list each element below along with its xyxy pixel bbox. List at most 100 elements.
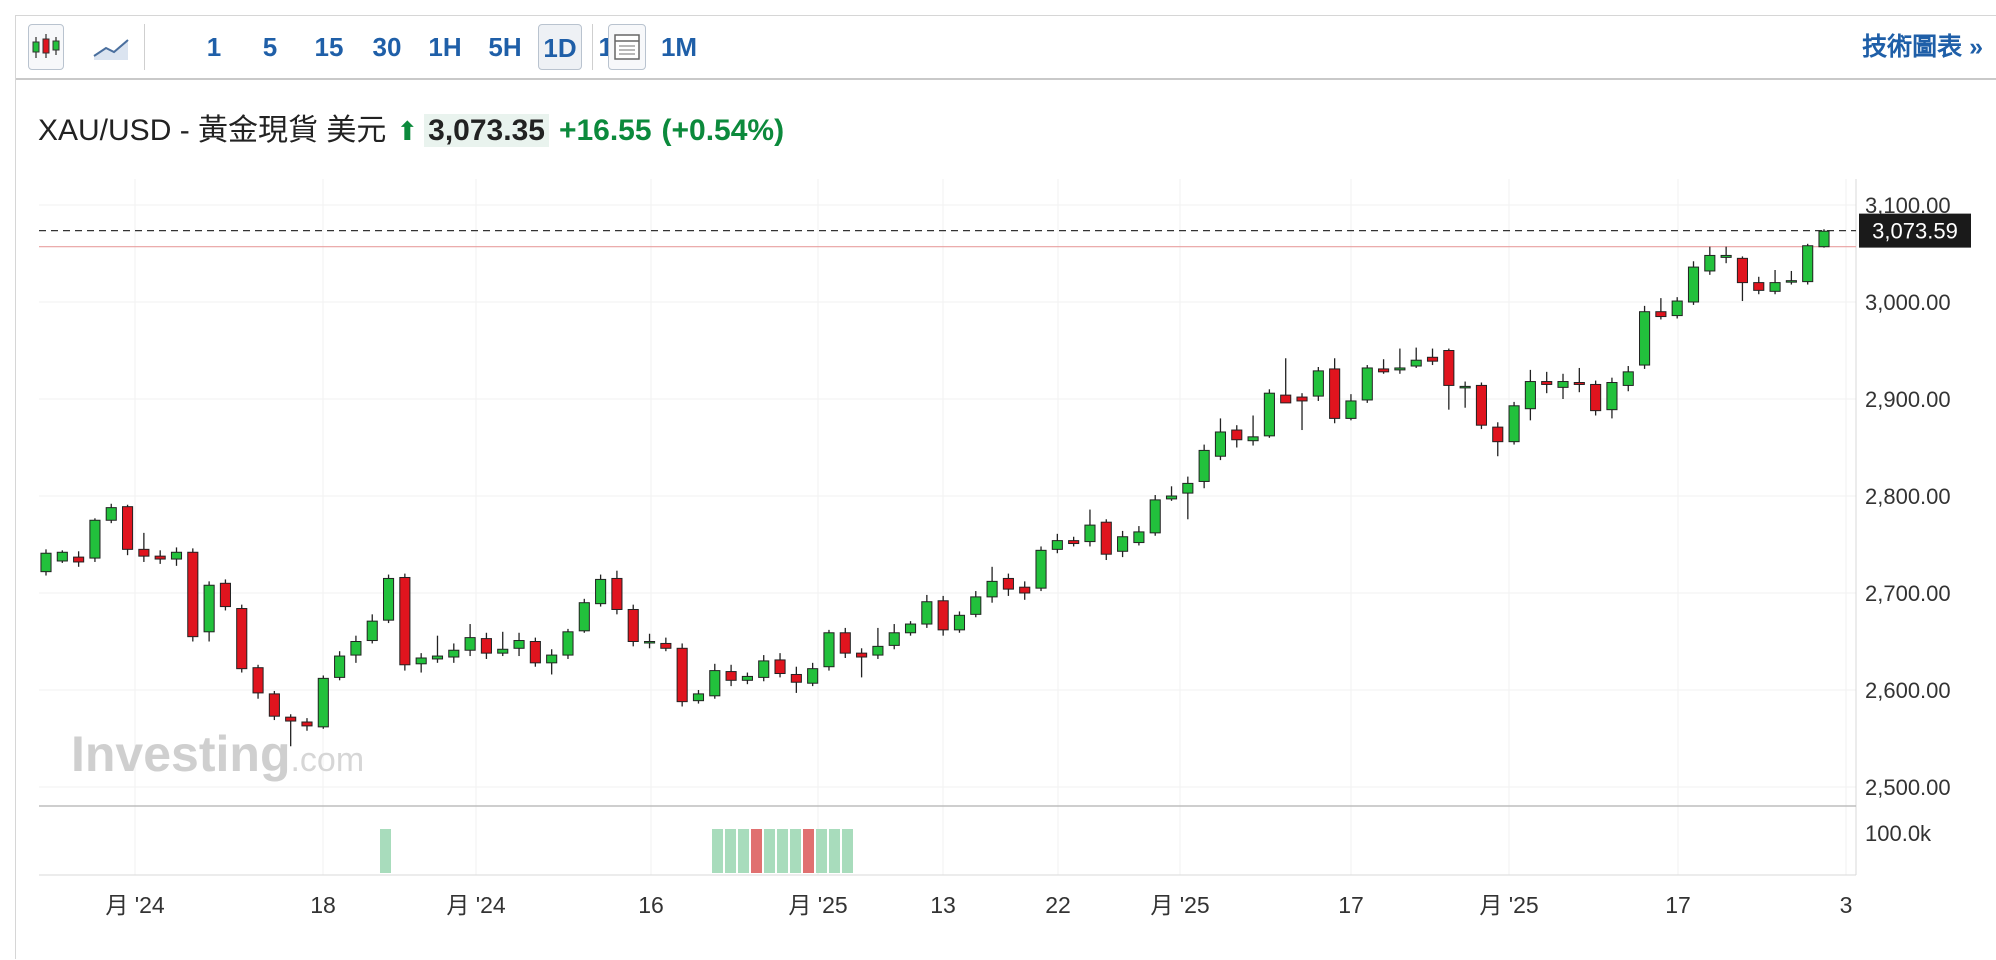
- candle-body[interactable]: [1312, 370, 1324, 397]
- candle-body[interactable]: [464, 637, 476, 651]
- candle-body[interactable]: [1068, 540, 1080, 545]
- candle-body[interactable]: [350, 641, 362, 656]
- candle-body[interactable]: [366, 620, 378, 642]
- candle-body[interactable]: [1002, 577, 1014, 590]
- candle-body[interactable]: [1231, 429, 1243, 441]
- candle-body[interactable]: [1492, 426, 1504, 443]
- candle-body[interactable]: [1671, 300, 1683, 317]
- candle-body[interactable]: [1247, 436, 1259, 442]
- candle-body[interactable]: [1100, 521, 1112, 555]
- candle-body[interactable]: [480, 638, 492, 654]
- candle-body[interactable]: [138, 548, 150, 557]
- interval-30-button[interactable]: 30: [372, 32, 402, 62]
- candle-body[interactable]: [1084, 524, 1096, 543]
- candle-body[interactable]: [1459, 385, 1471, 389]
- interval-1-button[interactable]: 1: [206, 32, 222, 62]
- candle-body[interactable]: [1802, 245, 1814, 283]
- candle-body[interactable]: [40, 552, 52, 573]
- candle-body[interactable]: [1769, 282, 1781, 292]
- candle-body[interactable]: [1443, 350, 1455, 386]
- candle-body[interactable]: [1019, 586, 1031, 594]
- candlestick-chart-icon[interactable]: [28, 24, 64, 70]
- candle-body[interactable]: [105, 507, 117, 521]
- candle-body[interactable]: [529, 641, 541, 664]
- candle-body[interactable]: [872, 645, 884, 656]
- candle-body[interactable]: [89, 519, 101, 559]
- candle-body[interactable]: [1361, 367, 1373, 401]
- line-chart-icon[interactable]: [92, 30, 132, 64]
- candle-body[interactable]: [1606, 382, 1618, 411]
- candle-body[interactable]: [1524, 381, 1536, 410]
- interval-1m-button[interactable]: 1M: [660, 32, 698, 62]
- candle-body[interactable]: [1720, 254, 1732, 258]
- candle-body[interactable]: [741, 675, 753, 681]
- candle-body[interactable]: [627, 608, 639, 642]
- candle-body[interactable]: [1345, 400, 1357, 419]
- candle-body[interactable]: [122, 506, 134, 550]
- candle-body[interactable]: [1475, 384, 1488, 426]
- candle-body[interactable]: [1753, 282, 1765, 291]
- candle-body[interactable]: [676, 647, 688, 703]
- candle-body[interactable]: [1573, 382, 1585, 385]
- candle-body[interactable]: [1736, 257, 1748, 284]
- candle-body[interactable]: [1394, 367, 1406, 371]
- candle-body[interactable]: [236, 608, 248, 670]
- candle-body[interactable]: [660, 642, 672, 649]
- candle-body[interactable]: [382, 577, 395, 621]
- candle-body[interactable]: [170, 551, 183, 560]
- candle-body[interactable]: [1117, 536, 1129, 552]
- candle-body[interactable]: [856, 652, 868, 658]
- candle-body[interactable]: [56, 551, 68, 562]
- candle-body[interactable]: [807, 668, 819, 684]
- candle-body[interactable]: [73, 556, 85, 563]
- candle-body[interactable]: [1051, 540, 1063, 550]
- candle-body[interactable]: [1263, 392, 1275, 437]
- candle-body[interactable]: [1410, 359, 1422, 367]
- technical-chart-link[interactable]: 技術圖表 »: [1862, 33, 1983, 61]
- candle-body[interactable]: [986, 580, 998, 598]
- candle-body[interactable]: [1704, 254, 1716, 272]
- candle-body[interactable]: [578, 602, 590, 632]
- candle-body[interactable]: [839, 632, 851, 654]
- candle-body[interactable]: [823, 632, 835, 668]
- candle-body[interactable]: [790, 673, 802, 683]
- candle-body[interactable]: [187, 551, 199, 638]
- candle-body[interactable]: [1590, 383, 1602, 412]
- layout-icon[interactable]: [608, 24, 646, 70]
- interval-5-button[interactable]: 5: [262, 32, 278, 62]
- candle-body[interactable]: [268, 693, 280, 717]
- candle-body[interactable]: [497, 648, 509, 654]
- candle-body[interactable]: [904, 623, 917, 634]
- candle-body[interactable]: [1557, 381, 1569, 388]
- candle-body[interactable]: [334, 655, 346, 678]
- candle-body[interactable]: [1182, 482, 1194, 494]
- candle-body[interactable]: [888, 632, 900, 646]
- candle-body[interactable]: [1035, 549, 1047, 589]
- candle-body[interactable]: [758, 660, 770, 678]
- candle-body[interactable]: [1639, 311, 1651, 366]
- candle-body[interactable]: [203, 584, 215, 633]
- candle-body[interactable]: [970, 596, 982, 615]
- candle-body[interactable]: [1426, 356, 1439, 362]
- candle-body[interactable]: [595, 578, 607, 605]
- candle-body[interactable]: [415, 657, 427, 665]
- candle-body[interactable]: [1198, 449, 1210, 482]
- candle-body[interactable]: [1280, 394, 1292, 404]
- interval-15-button[interactable]: 15: [314, 32, 344, 62]
- interval-1h-button[interactable]: 1H: [428, 32, 462, 62]
- candle-body[interactable]: [1133, 531, 1145, 544]
- candle-body[interactable]: [1818, 230, 1830, 248]
- candle-body[interactable]: [1622, 371, 1634, 386]
- candle-body[interactable]: [643, 641, 656, 644]
- candle-body[interactable]: [448, 649, 460, 658]
- candle-body[interactable]: [1687, 266, 1700, 303]
- interval-1d-button[interactable]: 1D: [538, 24, 582, 70]
- candle-body[interactable]: [1655, 311, 1667, 318]
- candle-body[interactable]: [1785, 280, 1797, 283]
- candle-body[interactable]: [285, 716, 297, 722]
- candle-body[interactable]: [921, 601, 933, 625]
- candle-body[interactable]: [1541, 381, 1553, 385]
- price-chart[interactable]: 3,100.003,000.002,900.002,800.002,700.00…: [16, 16, 1996, 960]
- candle-body[interactable]: [1378, 368, 1390, 373]
- candle-body[interactable]: [154, 555, 166, 560]
